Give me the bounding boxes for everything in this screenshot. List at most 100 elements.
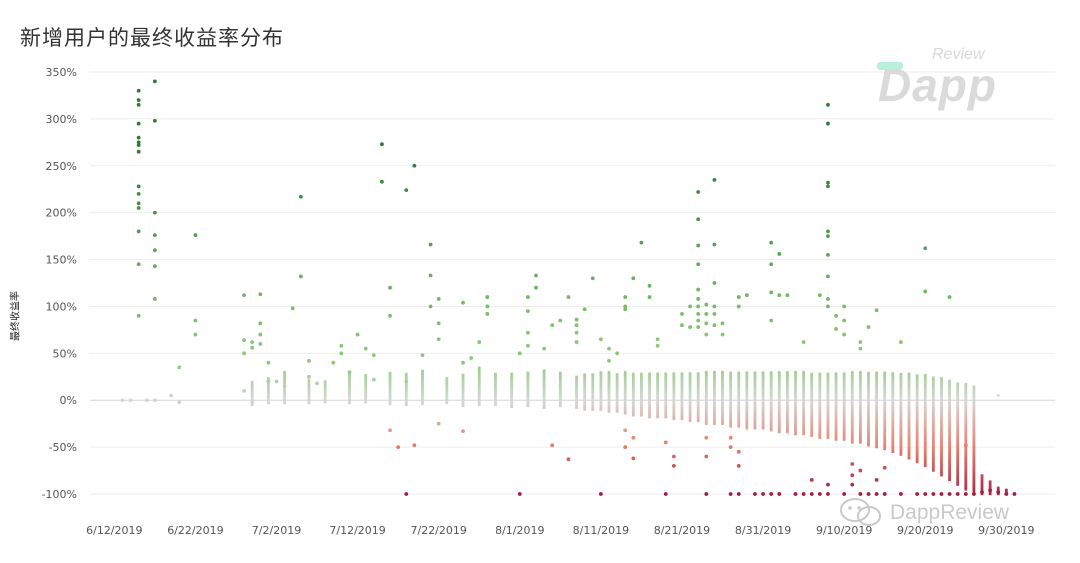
data-point — [818, 399, 822, 402]
data-point — [956, 421, 960, 424]
data-point — [542, 396, 546, 399]
data-point — [720, 321, 725, 326]
data-point — [834, 428, 838, 431]
data-point — [940, 461, 943, 465]
data-point — [761, 410, 765, 414]
data-point — [615, 383, 619, 386]
data-point — [907, 395, 911, 398]
data-point — [761, 381, 765, 385]
data-point — [769, 381, 773, 384]
data-point — [267, 391, 270, 394]
data-point — [972, 447, 976, 450]
data-point — [428, 304, 433, 309]
data-point — [761, 371, 765, 374]
data-point — [931, 448, 935, 452]
data-point — [713, 370, 716, 374]
data-point — [907, 440, 911, 444]
data-point — [640, 389, 643, 392]
data-point — [412, 163, 417, 168]
data-point — [680, 403, 684, 406]
data-point — [956, 458, 960, 462]
data-point — [267, 389, 270, 392]
data-point — [940, 434, 943, 438]
data-point — [745, 373, 749, 376]
data-point — [704, 401, 708, 405]
data-point — [672, 411, 676, 414]
data-point — [842, 434, 846, 437]
data-point — [688, 384, 692, 387]
data-point — [858, 406, 862, 409]
data-point — [826, 426, 830, 429]
data-point — [672, 376, 676, 379]
data-point — [745, 406, 749, 409]
data-point — [575, 375, 578, 378]
data-point — [834, 411, 838, 414]
data-point — [867, 413, 870, 416]
data-point — [461, 379, 465, 383]
data-point — [266, 379, 271, 384]
data-point — [964, 401, 968, 404]
data-point — [696, 287, 701, 292]
data-point — [307, 385, 311, 388]
data-point — [842, 395, 846, 398]
data-point — [510, 393, 514, 396]
data-point — [745, 383, 749, 387]
data-point — [371, 377, 376, 382]
data-point — [721, 416, 724, 419]
data-point — [834, 415, 838, 419]
data-point — [940, 424, 943, 427]
data-point — [842, 405, 846, 408]
data-point — [842, 397, 846, 400]
data-point — [834, 395, 838, 398]
data-point — [818, 376, 822, 380]
data-point — [923, 450, 927, 453]
data-point — [753, 404, 757, 407]
data-point — [875, 392, 878, 395]
data-point — [680, 401, 684, 404]
data-point — [680, 382, 684, 386]
data-point — [818, 430, 822, 433]
data-point — [737, 371, 741, 375]
data-point — [615, 385, 619, 388]
data-point — [542, 369, 546, 372]
data-point — [883, 429, 887, 432]
data-point — [923, 384, 927, 387]
data-point — [404, 393, 408, 396]
data-point — [631, 435, 636, 440]
data-point — [948, 379, 951, 383]
data-point — [834, 397, 838, 400]
data-point — [591, 396, 595, 399]
data-point — [364, 396, 368, 400]
data-point — [704, 416, 708, 419]
data-point — [323, 386, 327, 389]
data-point — [931, 376, 935, 379]
data-point — [753, 381, 757, 385]
data-point — [907, 399, 911, 402]
data-point — [794, 399, 797, 403]
data-point — [648, 405, 651, 408]
y-axis-label: 最终收益率 — [10, 291, 22, 341]
data-point — [680, 411, 684, 414]
data-point — [152, 248, 157, 253]
data-point — [834, 378, 838, 381]
data-point — [834, 409, 838, 412]
data-point — [728, 492, 733, 496]
data-point — [445, 389, 449, 392]
data-point — [761, 392, 765, 395]
data-point — [307, 397, 311, 401]
data-point — [964, 407, 968, 411]
data-point — [558, 402, 562, 405]
data-point — [713, 397, 716, 401]
data-point — [972, 459, 976, 463]
data-point — [307, 358, 311, 363]
data-point — [421, 371, 424, 375]
data-point — [680, 407, 684, 410]
data-point — [818, 384, 822, 388]
data-point — [599, 373, 603, 376]
data-point — [591, 373, 595, 376]
data-point — [940, 405, 943, 409]
data-point — [753, 427, 757, 430]
data-point — [858, 379, 862, 382]
data-point — [607, 379, 611, 382]
data-point — [923, 413, 927, 416]
